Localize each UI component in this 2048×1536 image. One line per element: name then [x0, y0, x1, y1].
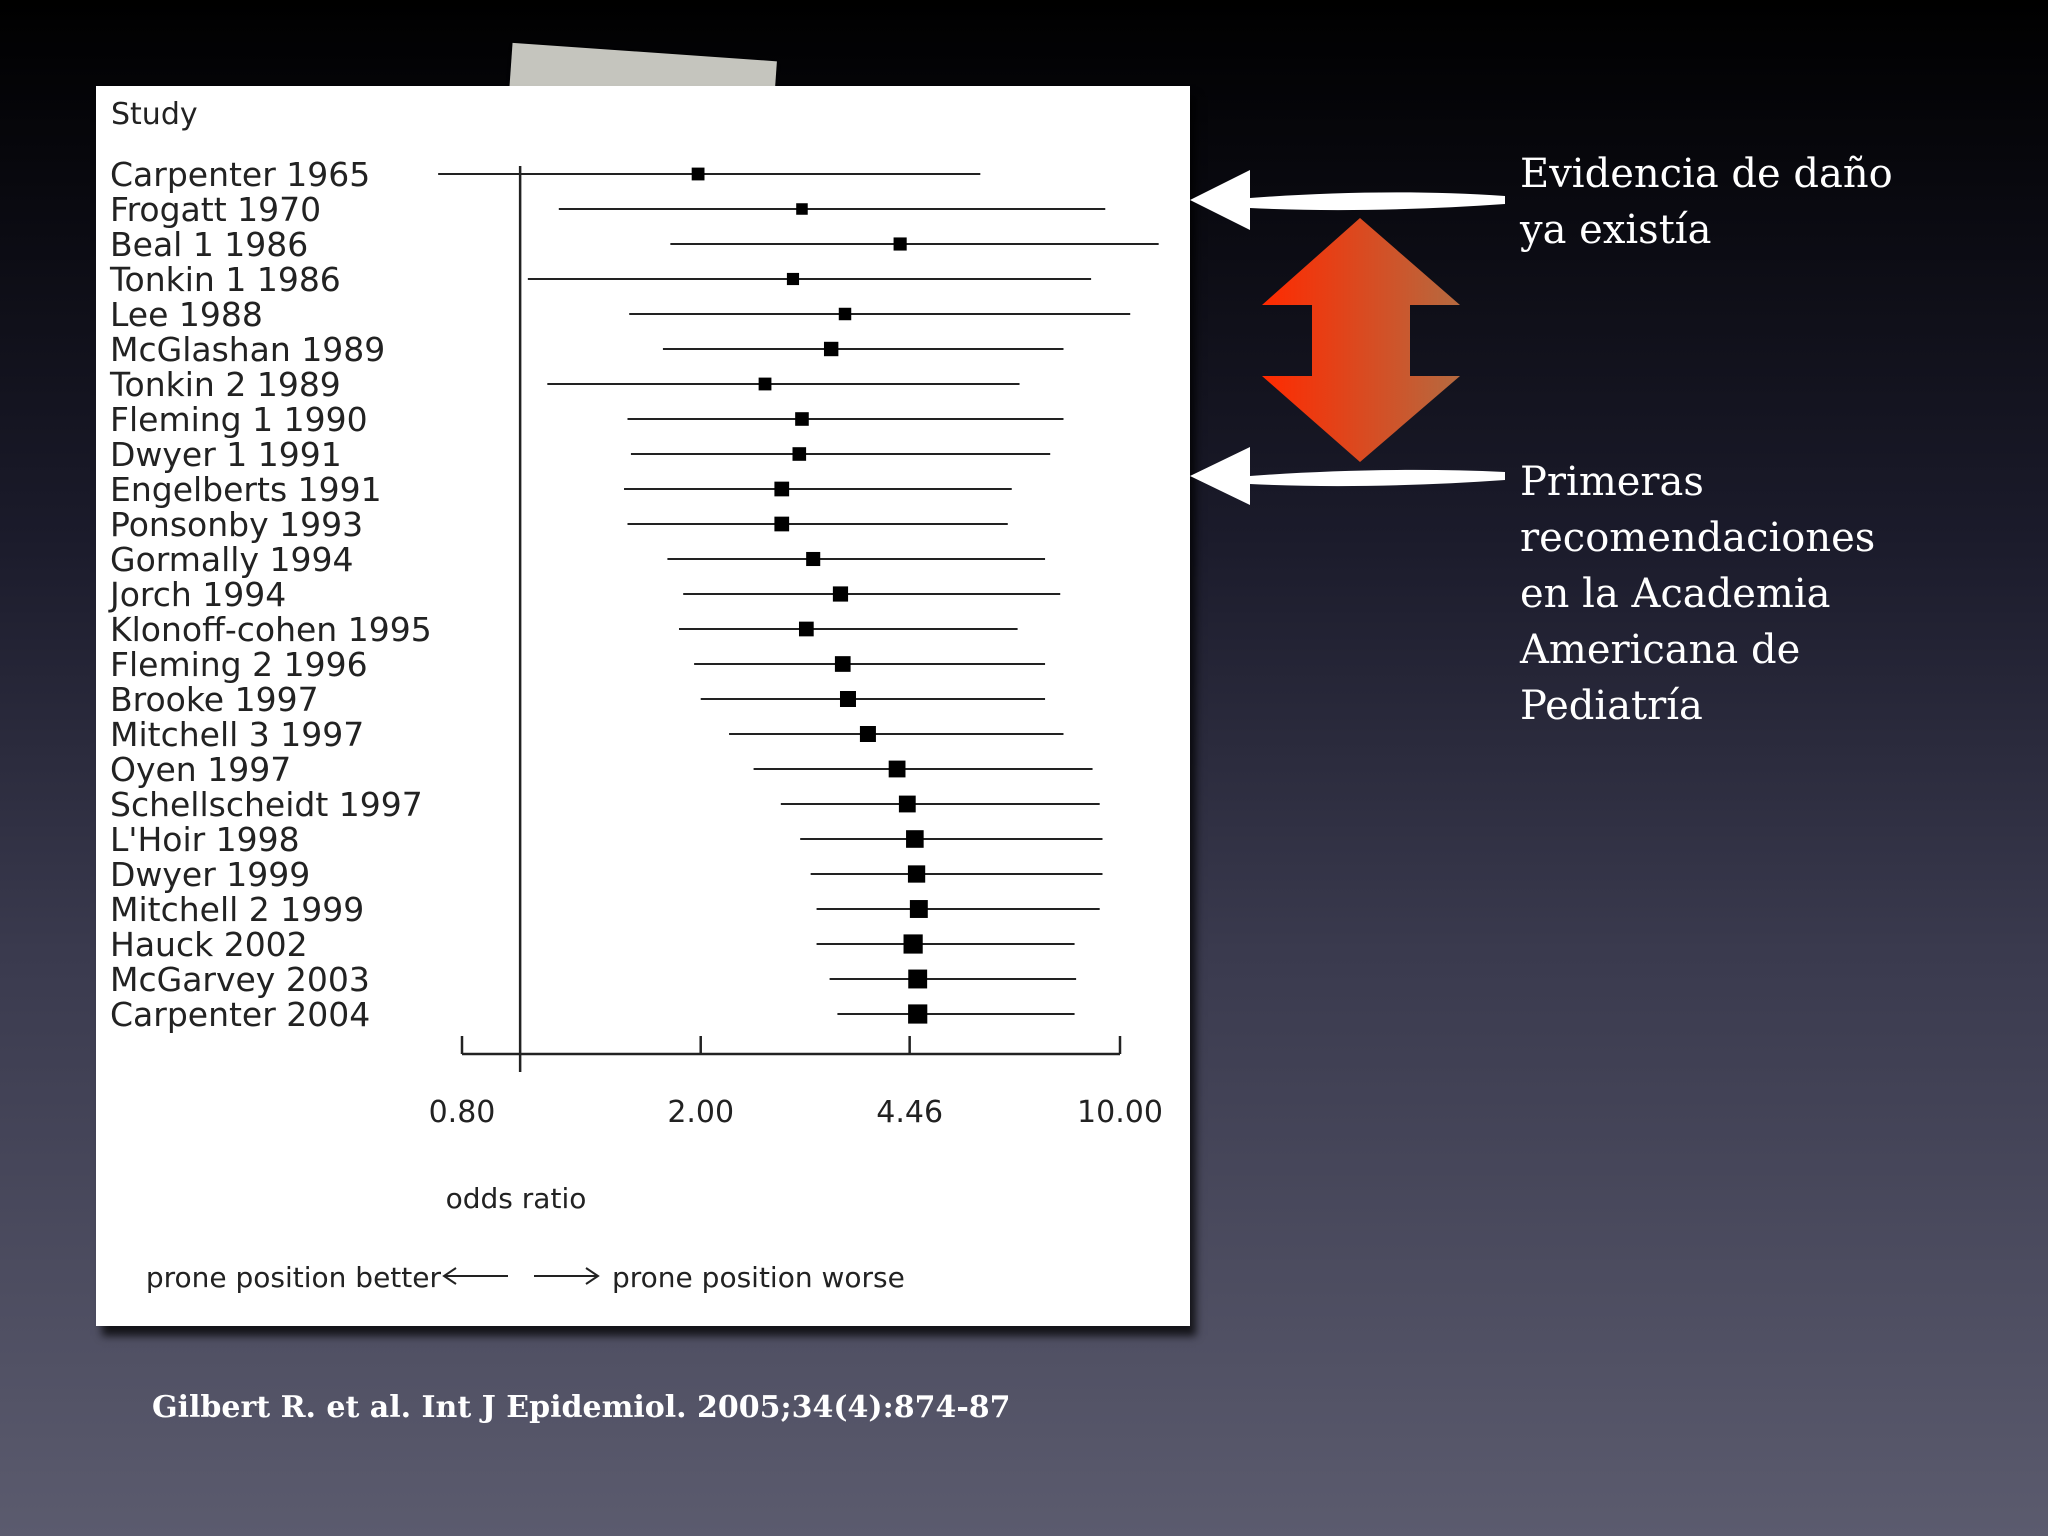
point-estimate	[796, 203, 808, 215]
point-estimate	[774, 516, 790, 532]
point-estimate	[908, 1004, 928, 1024]
study-label: Mitchell 3 1997	[110, 715, 364, 754]
point-estimate	[823, 341, 839, 357]
study-label: Mitchell 2 1999	[110, 890, 364, 929]
study-label: Klonoff-cohen 1995	[110, 610, 432, 649]
point-estimate	[898, 795, 916, 813]
study-label: Jorch 1994	[108, 575, 286, 614]
x-axis-label: odds ratio	[446, 1182, 587, 1215]
chart-card	[96, 86, 1190, 1326]
x-tick-label: 4.46	[876, 1095, 943, 1130]
direction-right-arrow	[534, 1267, 600, 1285]
study-label: Hauck 2002	[110, 925, 308, 964]
study-label: Fleming 2 1996	[110, 645, 368, 684]
point-estimate	[888, 760, 906, 778]
direction-left-label: prone position better	[146, 1261, 442, 1294]
point-estimate	[893, 237, 907, 251]
x-tick-label: 10.00	[1077, 1095, 1163, 1130]
point-estimate	[786, 272, 800, 286]
study-label: Dwyer 1 1991	[110, 435, 342, 474]
point-estimate	[806, 551, 821, 567]
study-label: Gormally 1994	[110, 540, 353, 579]
study-label: Fleming 1 1990	[110, 400, 368, 439]
direction-right-label: prone position worse	[612, 1261, 905, 1294]
point-estimate	[907, 865, 926, 883]
citation-text: Gilbert R. et al. Int J Epidemiol. 2005;…	[152, 1390, 1011, 1425]
study-label: Lee 1988	[110, 295, 263, 334]
arrow-to-evidence	[1190, 170, 1505, 230]
study-label: Schellscheidt 1997	[110, 785, 423, 824]
point-estimate	[795, 412, 809, 426]
arrow-to-recommendations	[1190, 447, 1505, 505]
study-label: Oyen 1997	[110, 750, 291, 789]
study-label: McGlashan 1989	[110, 330, 385, 369]
point-estimate	[758, 377, 772, 391]
point-estimate	[903, 934, 923, 954]
point-estimate	[834, 656, 851, 672]
study-label: Ponsonby 1993	[110, 505, 363, 544]
note-evidence: Evidencia de daño ya existía	[1520, 151, 1893, 253]
study-label: Dwyer 1999	[110, 855, 310, 894]
study-label: Carpenter 1965	[110, 155, 370, 194]
point-estimate	[691, 167, 705, 181]
point-estimate	[798, 621, 814, 637]
direction-left-arrow	[442, 1267, 508, 1285]
point-estimate	[774, 481, 790, 497]
point-estimate	[859, 726, 876, 742]
point-estimate	[906, 830, 924, 848]
study-label: Beal 1 1986	[110, 225, 308, 264]
point-estimate	[792, 447, 807, 461]
point-estimate	[832, 586, 849, 602]
study-label: Carpenter 2004	[110, 995, 370, 1034]
study-label: L'Hoir 1998	[110, 820, 300, 859]
point-estimate	[838, 307, 852, 321]
note-recommendations: Primeras recomendaciones en la Academia …	[1520, 459, 1876, 729]
study-label: Tonkin 2 1989	[109, 365, 341, 404]
double-arrow-icon	[1262, 218, 1460, 462]
point-estimate	[839, 691, 856, 707]
study-label: Frogatt 1970	[110, 190, 321, 229]
study-column-header: Study	[111, 97, 198, 132]
point-estimate	[909, 900, 928, 918]
x-tick-label: 2.00	[667, 1095, 734, 1130]
study-label: McGarvey 2003	[110, 960, 370, 999]
study-label: Tonkin 1 1986	[109, 260, 341, 299]
study-label: Brooke 1997	[110, 680, 319, 719]
point-estimate	[908, 969, 928, 989]
study-label: Engelberts 1991	[110, 470, 382, 509]
x-tick-label: 0.80	[429, 1095, 496, 1130]
